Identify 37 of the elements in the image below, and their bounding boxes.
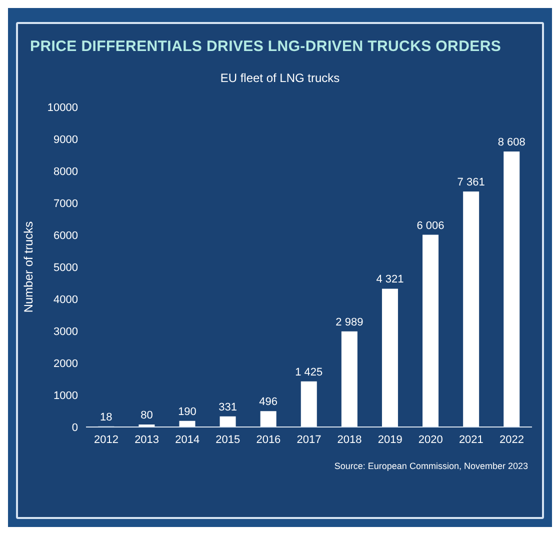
chart-subtitle: EU fleet of LNG trucks bbox=[219, 71, 341, 85]
x-tick-label: 2013 bbox=[134, 434, 160, 446]
x-tick-label: 2019 bbox=[378, 434, 402, 446]
data-label: 190 bbox=[178, 406, 196, 418]
y-tick-label: 6000 bbox=[54, 230, 78, 242]
y-tick-label: 7000 bbox=[54, 198, 78, 210]
y-tick-label: 2000 bbox=[54, 358, 78, 370]
data-label: 1 425 bbox=[295, 366, 323, 378]
x-tick-label: 2015 bbox=[216, 434, 240, 446]
y-tick-label: 0 bbox=[72, 422, 78, 434]
chart-title: PRICE DIFFERENTIALS DRIVES LNG-DRIVEN TRUCKS ORDERS bbox=[29, 38, 502, 55]
x-tick-label: 2021 bbox=[458, 434, 484, 446]
x-tick-label: 2022 bbox=[499, 434, 524, 446]
x-tick-label: 2020 bbox=[418, 434, 443, 446]
y-tick-label: 10000 bbox=[47, 102, 78, 114]
y-tick-label: 1000 bbox=[54, 390, 78, 402]
y-tick-label: 5000 bbox=[54, 262, 78, 274]
data-label: 6 006 bbox=[416, 220, 444, 232]
source-note: Source: European Commission, November 2023 bbox=[333, 460, 529, 471]
data-label: 2 989 bbox=[336, 316, 364, 328]
y-tick-label: 3000 bbox=[54, 326, 78, 338]
data-label: 8 608 bbox=[498, 136, 526, 149]
y-tick-label: 9000 bbox=[54, 134, 78, 146]
data-label: 80 bbox=[140, 409, 153, 422]
y-tick-label: 8000 bbox=[54, 166, 78, 178]
x-tick-label: 2017 bbox=[296, 434, 322, 446]
x-tick-label: 2018 bbox=[337, 434, 362, 446]
x-tick-label: 2014 bbox=[175, 434, 200, 446]
data-label: 331 bbox=[218, 401, 237, 414]
y-tick-label: 4000 bbox=[54, 294, 78, 306]
x-tick-label: 2012 bbox=[94, 434, 119, 446]
data-label: 496 bbox=[259, 396, 278, 408]
data-label: 18 bbox=[100, 411, 112, 424]
data-label: 4 321 bbox=[376, 274, 404, 286]
data-label: 7 361 bbox=[457, 176, 485, 188]
x-tick-label: 2016 bbox=[256, 434, 281, 446]
y-axis-title: Number of trucks bbox=[21, 221, 36, 313]
